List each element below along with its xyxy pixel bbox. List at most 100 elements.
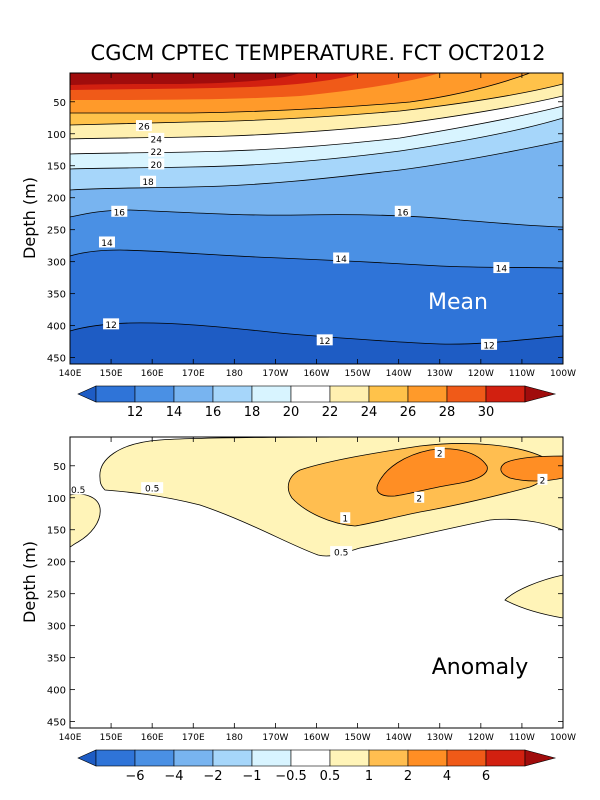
anomaly-contour-label: 1: [342, 515, 348, 525]
anomaly-y-tick-label: 150: [47, 526, 66, 537]
mean-x-tick-label: 110W: [509, 369, 535, 379]
cbar-box: [251, 385, 292, 403]
cbar-box: [173, 749, 214, 767]
cbar-box: [95, 385, 136, 403]
mean-contour-label: 16: [397, 208, 409, 218]
cbar-box: [368, 385, 409, 403]
cbar-box: [407, 749, 448, 767]
anomaly-x-tick-label: 140W: [386, 733, 412, 743]
mean-colorbar-label: 28: [439, 405, 456, 420]
anomaly-contour-label: 2: [437, 449, 443, 459]
mean-y-tick-label: 50: [53, 98, 66, 109]
mean-contour-label: 20: [151, 161, 163, 171]
anomaly-x-tick-label: 160E: [141, 733, 164, 743]
cbar-box: [95, 749, 136, 767]
cbar-box: [485, 749, 526, 767]
cbar-box: [290, 749, 331, 767]
anomaly-contour-labels: 0.5 0.5 1 0.5 2 2 2: [70, 446, 548, 559]
anomaly-contour-label-bg: [434, 446, 445, 458]
chart-title: CGCM CPTEC TEMPERATURE. FCT OCT2012: [91, 41, 546, 65]
cbar-box: [134, 385, 175, 403]
anomaly-contour-label-bg: [537, 473, 548, 485]
mean-colorbar-label: 26: [400, 405, 417, 420]
anomaly-contour-label: 0.5: [145, 485, 159, 495]
anomaly-x-tick-label: 150E: [100, 733, 123, 743]
anomaly-y-tick-label: 350: [47, 654, 66, 665]
mean-contour-label-bg: [316, 334, 333, 346]
anomaly-contour-label: 0.5: [334, 549, 348, 559]
anomaly-x-tick-label: 130W: [427, 733, 453, 743]
mean-x-tick-label: 170E: [182, 369, 205, 379]
anom-region-0.5-east: [504, 574, 563, 619]
anomaly-x-tick-label: 170E: [182, 733, 205, 743]
cbar-box: [329, 749, 370, 767]
anomaly-colorbar-label: 6: [482, 769, 490, 784]
cbar-box: [329, 385, 370, 403]
mean-contour-label-bg: [148, 145, 165, 157]
mean-x-tick-label: 120W: [468, 369, 494, 379]
mean-y-tick-label: 450: [47, 354, 66, 365]
mean-x-tick-label: 160W: [303, 369, 329, 379]
cbar-box: [251, 749, 292, 767]
mean-colorbar-labels: 12 14 16 18 20 22 24 26 28 30: [127, 405, 495, 420]
contour-16: [70, 209, 563, 228]
anomaly-y-tick-label: 100: [47, 494, 66, 505]
mean-x-tick-label: 150W: [345, 369, 371, 379]
anomaly-colorbar: −6 −4 −2 −1 −0.5 0.5 1 2 4 6: [77, 749, 557, 784]
anomaly-x-tick-label: 140E: [59, 733, 82, 743]
cbar-box: [290, 385, 331, 403]
mean-x-tick-label: 160E: [141, 369, 164, 379]
anomaly-field: 0.5 0.5 1 0.5 2 2 2: [70, 437, 563, 728]
anomaly-colorbar-label: −6: [125, 769, 144, 784]
mean-contour-label-bg: [394, 205, 411, 217]
anomaly-x-tick-label: 150W: [345, 733, 371, 743]
mean-colorbar-label: 20: [283, 405, 300, 420]
contour-28: [70, 73, 531, 114]
anomaly-colorbar-label: 4: [443, 769, 451, 784]
mean-colorbar-label: 18: [244, 405, 261, 420]
mean-y-axis-label: Depth (m): [20, 177, 39, 259]
anomaly-y-axis: 50 100 150 200 250 300 350 400 450: [47, 462, 563, 729]
mean-contour-label: 14: [496, 265, 508, 275]
anomaly-x-axis: 140E 150E 160E 170E 180 170W 160W 150W 140W 130W 1…: [59, 437, 576, 743]
anomaly-x-tick-label: 100W: [550, 733, 576, 743]
mean-y-tick-label: 350: [47, 290, 66, 301]
anomaly-colorbar-label: 2: [404, 769, 412, 784]
mean-contour-label: 12: [105, 321, 116, 331]
mean-contour-label: 24: [151, 135, 163, 145]
contour-18: [70, 140, 563, 191]
mean-contour-label-bg: [148, 158, 165, 170]
mean-y-tick-label: 400: [47, 322, 66, 333]
cbar-box: [446, 385, 487, 403]
mean-contour-label-bg: [140, 175, 157, 187]
anomaly-colorbar-label: −2: [203, 769, 222, 784]
cbar-box: [212, 385, 253, 403]
anomaly-x-tick-label: 180: [226, 733, 243, 743]
anomaly-panel-label: Anomaly: [432, 655, 529, 680]
mean-contour-label: 22: [151, 148, 162, 158]
mean-colorbar-label: 16: [205, 405, 222, 420]
anomaly-colorbar-label: 1: [365, 769, 373, 784]
cbar-upper-arrow: [524, 749, 557, 767]
anomaly-colorbar-labels: −6 −4 −2 −1 −0.5 0.5 1 2 4 6: [125, 769, 490, 784]
mean-x-tick-label: 140W: [386, 369, 412, 379]
anomaly-contour-label: 2: [540, 476, 546, 486]
mean-y-tick-label: 100: [47, 130, 66, 141]
mean-y-tick-label: 300: [47, 258, 66, 269]
mean-y-axis: 50 100 150 200 250 300 350 400 450: [47, 98, 563, 365]
mean-x-tick-label: 140E: [59, 369, 82, 379]
mean-colorbar: 12 14 16 18 20 22 24 26 28 30: [77, 385, 557, 420]
cbar-box: [446, 749, 487, 767]
anomaly-y-tick-label: 450: [47, 718, 66, 729]
anom-region-2-central: [376, 448, 488, 497]
anomaly-contour-label-bg: [70, 483, 90, 495]
mean-colorbar-label: 12: [127, 405, 144, 420]
mean-x-tick-label: 130W: [427, 369, 453, 379]
cbar-lower-arrow: [77, 749, 97, 767]
mean-contour-label: 26: [138, 123, 150, 133]
anomaly-y-tick-label: 300: [47, 622, 66, 633]
contour-24: [70, 95, 563, 140]
